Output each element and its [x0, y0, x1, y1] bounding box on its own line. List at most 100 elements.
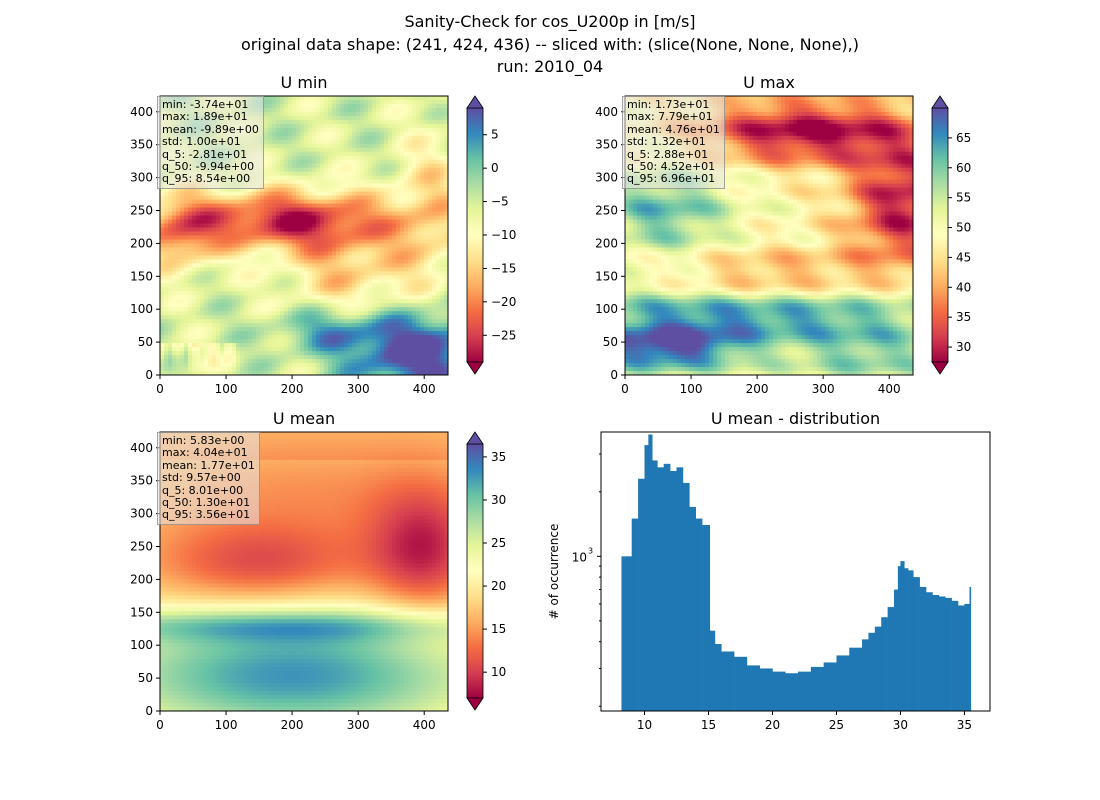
heatmap-cell [172, 235, 177, 240]
heatmap-cell [288, 339, 293, 344]
heatmap-cell [312, 96, 317, 101]
heatmap-cell [416, 367, 421, 372]
heatmap-cell [428, 195, 433, 201]
heatmap-cell [404, 147, 409, 153]
heatmap-cell [272, 331, 277, 336]
heatmap-cell [416, 295, 421, 300]
heatmap-cell [432, 235, 437, 240]
heatmap-cell [240, 291, 245, 296]
heatmap-cell [200, 199, 205, 205]
heatmap-cell [292, 275, 297, 280]
heatmap-cell [444, 319, 449, 324]
heatmap-cell [236, 315, 241, 320]
heatmap-cell [196, 215, 201, 221]
heatmap-cell [436, 147, 441, 153]
heatmap-cell [204, 279, 209, 284]
heatmap-cell [340, 351, 345, 356]
heatmap-cell [236, 303, 241, 308]
heatmap-cell [244, 271, 249, 276]
heatmap-cell [180, 363, 185, 368]
heatmap-cell [388, 323, 393, 328]
heatmap-cell [352, 211, 357, 217]
heatmap-cell [264, 319, 269, 324]
heatmap-cell [184, 239, 189, 244]
heatmap-cell [388, 163, 393, 169]
heatmap-cell [212, 259, 217, 264]
heatmap-cell [284, 291, 289, 296]
heatmap-cell [276, 343, 281, 348]
heatmap-cell [292, 131, 297, 137]
heatmap-cell [188, 247, 193, 252]
heatmap-cell [252, 351, 257, 356]
heatmap-cell [264, 295, 269, 300]
heatmap-cell [284, 163, 289, 169]
heatmap-cell [424, 339, 429, 344]
heatmap-cell [416, 191, 421, 197]
heatmap-cell [316, 227, 321, 233]
heatmap-cell [408, 275, 413, 280]
heatmap-cell [336, 135, 341, 141]
heatmap-cell [376, 147, 381, 153]
heatmap-cell [304, 343, 309, 348]
heatmap-cell [424, 239, 429, 244]
heatmap-cell [300, 271, 305, 276]
heatmap-cell [272, 339, 277, 344]
heatmap-cell [368, 231, 373, 236]
heatmap-cell [228, 191, 233, 197]
heatmap-cell [284, 275, 289, 280]
heatmap-cell [436, 263, 441, 268]
heatmap-cell [260, 267, 265, 272]
heatmap-cell [332, 183, 337, 189]
heatmap-cell [332, 103, 337, 109]
heatmap-cell [268, 131, 273, 137]
heatmap-cell [332, 311, 337, 316]
heatmap-cell [164, 275, 169, 280]
heatmap-cell [236, 231, 241, 236]
heatmap-cell [252, 219, 257, 225]
heatmap-cell [316, 351, 321, 356]
heatmap-cell [416, 187, 421, 193]
heatmap-cell [416, 219, 421, 225]
heatmap-cell [336, 295, 341, 300]
heatmap-cell [248, 331, 253, 336]
heatmap-cell [248, 295, 253, 300]
heatmap-cell [376, 287, 381, 292]
heatmap-cell [376, 367, 381, 372]
heatmap-cell [368, 107, 373, 113]
heatmap-cell [220, 323, 225, 328]
heatmap-cell [256, 303, 261, 308]
heatmap-cell [428, 323, 433, 328]
heatmap-cell [336, 179, 341, 185]
heatmap-cell [212, 283, 217, 288]
heatmap-cell [440, 243, 445, 248]
heatmap-cell [392, 227, 397, 233]
heatmap-cell [348, 195, 353, 201]
heatmap-cell [428, 287, 433, 292]
heatmap-cell [424, 251, 429, 256]
heatmap-cell [428, 243, 433, 248]
heatmap-cell [268, 183, 273, 189]
heatmap-cell [344, 119, 349, 125]
heatmap-cell [356, 219, 361, 225]
heatmap-cell [384, 115, 389, 121]
heatmap-cell [160, 259, 165, 264]
heatmap-cell [264, 239, 269, 244]
heatmap-cell [332, 151, 337, 157]
heatmap-cell [372, 363, 377, 368]
heatmap-cell [336, 219, 341, 225]
heatmap-cell [304, 275, 309, 280]
heatmap-cell [404, 243, 409, 248]
heatmap-cell [400, 239, 405, 244]
heatmap-cell [220, 271, 225, 276]
heatmap-cell [332, 235, 337, 240]
heatmap-cell [328, 287, 333, 292]
heatmap-cell [408, 267, 413, 272]
heatmap-cell [296, 227, 301, 233]
heatmap-cell [260, 283, 265, 288]
heatmap-cell [276, 119, 281, 125]
heatmap-cell [248, 227, 253, 233]
heatmap-cell [420, 235, 425, 240]
heatmap-cell [432, 231, 437, 236]
heatmap-cell [160, 211, 165, 217]
heatmap-cell [204, 219, 209, 225]
